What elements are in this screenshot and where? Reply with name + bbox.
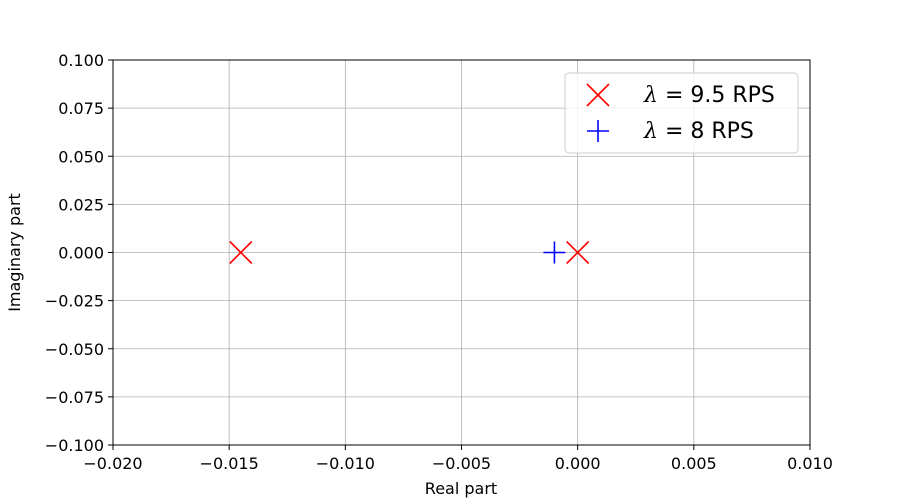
x-tick-label: −0.020 — [83, 454, 142, 473]
data-point-x-marker — [566, 240, 590, 265]
x-axis-label: Real part — [425, 479, 497, 498]
x-tick-label: 0.010 — [787, 454, 833, 473]
data-point-plus-marker — [543, 241, 566, 264]
y-tick-label: −0.050 — [45, 340, 104, 359]
x-tick-label: −0.015 — [200, 454, 259, 473]
legend-lambda-symbol: λ — [643, 83, 658, 108]
legend-entry-text: = 8 RPS — [658, 119, 754, 144]
legend-x-icon — [586, 83, 610, 107]
x-tick-label: −0.010 — [316, 454, 375, 473]
x-tick-label: 0.000 — [555, 454, 601, 473]
legend: λ = 9.5 RPS λ = 8 RPS — [564, 72, 799, 154]
legend-entry-8-rps: λ = 8 RPS — [643, 119, 754, 144]
x-tick-label: −0.005 — [432, 454, 491, 473]
legend-marker-x-red — [586, 83, 610, 107]
y-tick-label: −0.025 — [45, 292, 104, 311]
legend-marker-plus-blue — [587, 120, 609, 142]
legend-entry-9-5-rps: λ = 9.5 RPS — [643, 83, 775, 108]
marker-stroke — [586, 83, 610, 107]
y-tick-label: 0.025 — [58, 195, 104, 214]
y-tick-label: 0.075 — [58, 99, 104, 118]
y-tick-label: 0.050 — [58, 147, 104, 166]
y-tick-label: −0.100 — [45, 436, 104, 455]
x-tick-label: 0.005 — [671, 454, 717, 473]
data-point-x-marker — [229, 240, 253, 265]
legend-entry-text: = 9.5 RPS — [658, 83, 775, 108]
marker-stroke — [566, 240, 590, 265]
y-tick-label: 0.000 — [58, 244, 104, 263]
axis-ticks: −0.020 −0.015 −0.010 −0.005 0.000 0.005 0.010 0… — [45, 51, 833, 473]
y-axis-label: Imaginary part — [5, 193, 24, 312]
y-tick-label: −0.075 — [45, 388, 104, 407]
legend-plus-icon — [587, 120, 609, 142]
marker-stroke — [229, 240, 253, 265]
legend-box — [564, 72, 799, 154]
legend-lambda-symbol: λ — [643, 119, 658, 144]
data-markers — [229, 240, 590, 265]
y-tick-label: 0.100 — [58, 51, 104, 70]
